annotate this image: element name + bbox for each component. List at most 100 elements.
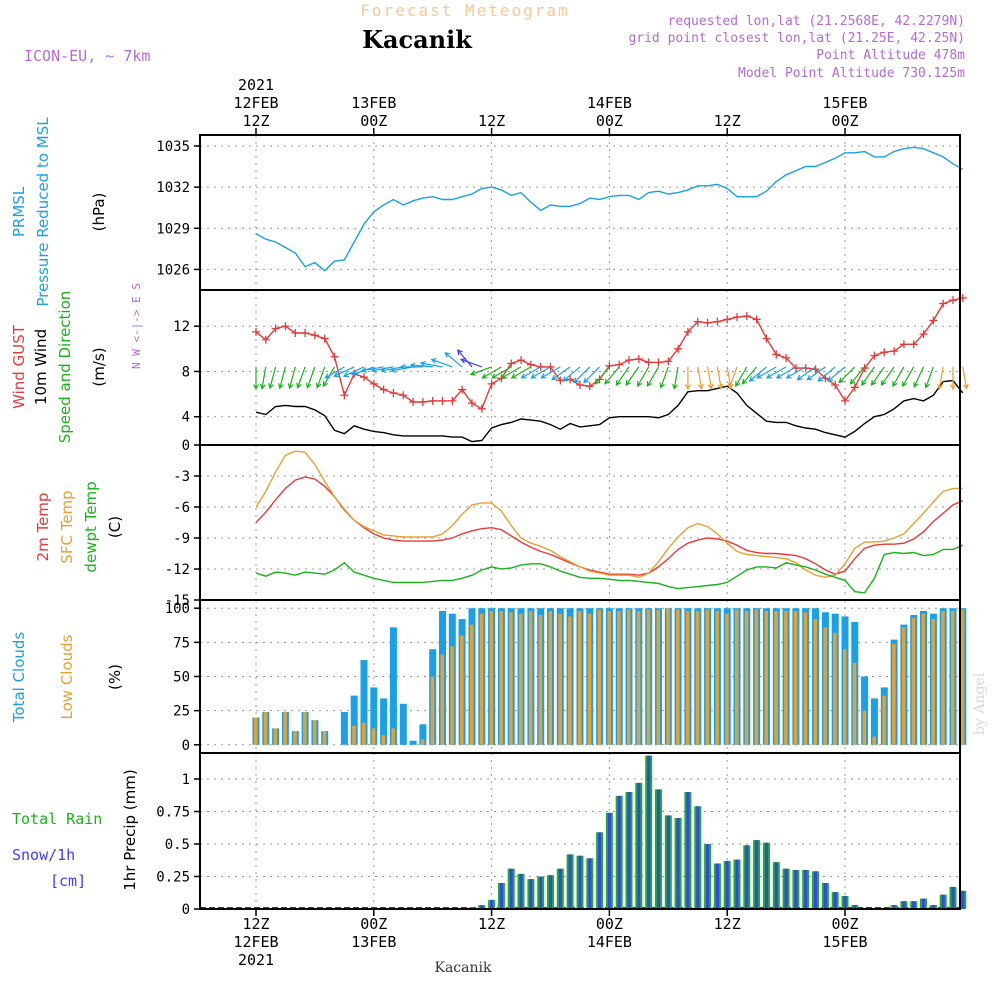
low-cloud-bar xyxy=(440,654,444,745)
gust-point xyxy=(252,327,260,336)
snow-bar xyxy=(539,876,543,909)
snow-bar xyxy=(961,890,965,909)
y-tick-label: 0 xyxy=(182,738,190,754)
wind-direction-arrow xyxy=(520,366,541,379)
wind-direction-arrow xyxy=(540,366,561,379)
y-tick-label: -3 xyxy=(173,469,190,485)
gust-point xyxy=(890,347,899,356)
low-cloud-bar xyxy=(813,619,817,745)
gust-point xyxy=(320,334,329,343)
y-tick-label: 100 xyxy=(165,601,190,617)
wind-direction-arrow xyxy=(861,366,875,387)
y-tick-label: 4 xyxy=(182,410,190,426)
gust-point xyxy=(899,340,908,349)
snow-bar xyxy=(853,905,857,909)
snow-bar xyxy=(755,840,759,909)
wind-compass-icon: N W <-|-> E S xyxy=(130,283,143,369)
wind-direction-arrow xyxy=(806,366,826,381)
low-cloud-bar xyxy=(685,610,690,745)
low-cloud-bar xyxy=(489,610,494,745)
wind-direction-arrow xyxy=(360,366,384,373)
gust-point xyxy=(310,331,319,340)
low-cloud-bar xyxy=(735,609,739,745)
total-cloud-bar xyxy=(409,740,417,745)
gust-point xyxy=(517,356,526,365)
temp-sfc-line xyxy=(255,450,963,579)
low-cloud-bar xyxy=(528,610,533,745)
wind-direction-arrow xyxy=(306,366,316,389)
total-cloud-bar xyxy=(870,698,878,745)
wind-direction-arrow xyxy=(333,366,355,378)
low-cloud-bar xyxy=(833,632,837,745)
bottom-hour-label: 00Z xyxy=(831,915,858,933)
low-cloud-bar xyxy=(803,612,808,745)
snow-bar xyxy=(480,905,484,909)
low-cloud-bar xyxy=(911,617,916,745)
gust-point xyxy=(870,351,879,360)
snow-bar xyxy=(558,868,562,909)
precip-legend-label: Snow/1h xyxy=(12,846,75,864)
gust-point xyxy=(841,396,849,405)
prmsl-line xyxy=(255,146,964,272)
snow-bar xyxy=(499,883,503,909)
panel-frames xyxy=(199,134,961,910)
low-cloud-bar xyxy=(597,609,602,745)
low-cloud-bar xyxy=(420,739,425,745)
total-cloud-bar xyxy=(360,660,368,745)
wind-direction-arrow xyxy=(735,366,748,388)
top-date-label: 14FEB xyxy=(587,94,632,112)
low-cloud-bar xyxy=(607,610,611,745)
low-cloud-bar xyxy=(852,662,857,745)
wind-direction-arrow xyxy=(672,366,679,390)
wind-direction-arrow xyxy=(707,366,714,390)
low-cloud-bar xyxy=(450,646,454,745)
gust-point xyxy=(585,382,594,391)
wind-direction-arrow xyxy=(962,366,969,390)
low-cloud-bar xyxy=(391,728,395,745)
wind-direction-arrow xyxy=(937,366,944,390)
wind-direction-arrow xyxy=(902,366,915,388)
snow-bar xyxy=(765,842,768,909)
gust-point xyxy=(909,340,918,349)
snow-bar xyxy=(519,873,523,909)
low-cloud-bar xyxy=(636,610,641,745)
gust-point xyxy=(271,324,280,333)
total-cloud-bar xyxy=(380,698,388,745)
low-cloud-bar xyxy=(931,619,935,745)
wind-direction-arrow xyxy=(562,366,581,382)
grid-lines xyxy=(200,135,960,910)
snow-bar xyxy=(814,871,817,909)
low-cloud-bar xyxy=(254,717,258,745)
snow-bar xyxy=(725,860,729,909)
gust-point xyxy=(634,355,643,364)
wind-direction-arrow xyxy=(870,366,885,387)
snow-bar xyxy=(706,844,710,909)
wind-direction-arrow xyxy=(849,366,866,385)
gust-point xyxy=(438,396,447,405)
y-tick-label: 0.75 xyxy=(156,805,190,821)
wind-direction-arrow xyxy=(838,366,856,384)
y-tick-label: 0.25 xyxy=(156,870,190,886)
low-cloud-bar xyxy=(901,627,906,745)
wind-direction-arrow xyxy=(315,366,326,389)
top-hour-label: 00Z xyxy=(831,112,858,130)
gust-point xyxy=(654,358,663,367)
y-tick-label: 50 xyxy=(173,670,190,686)
gust-point xyxy=(625,356,634,365)
wind-direction-arrow xyxy=(324,366,345,379)
y-tick-label: -12 xyxy=(165,562,190,578)
panel-labels: PRMSL Pressure Reduced to MSL (hPa) Wind GU… xyxy=(10,117,143,891)
wind-direction-arrow xyxy=(950,366,956,391)
total-cloud-bar xyxy=(861,676,869,745)
total-cloud-bar xyxy=(419,724,427,745)
low-cloud-bar xyxy=(646,609,651,745)
snow-bar xyxy=(637,782,641,909)
low-cloud-bar xyxy=(862,710,867,745)
low-cloud-bar xyxy=(460,635,464,745)
y-tick-label: 1029 xyxy=(156,221,190,237)
temp-panel-label: dewpt Temp xyxy=(82,481,100,572)
snow-bar xyxy=(588,858,592,909)
point-altitude: Point Altitude 478m xyxy=(816,48,965,63)
wind-direction-arrow xyxy=(785,366,807,379)
